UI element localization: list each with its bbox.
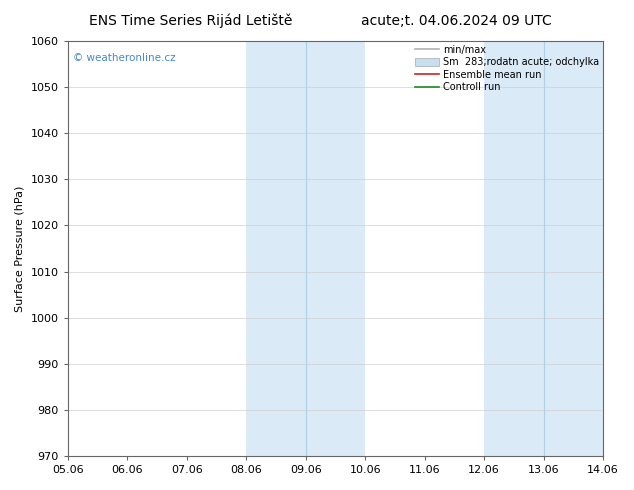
- Text: ENS Time Series Rijád Letiště: ENS Time Series Rijád Letiště: [89, 14, 292, 28]
- Y-axis label: Surface Pressure (hPa): Surface Pressure (hPa): [15, 185, 25, 312]
- Bar: [484, 41, 603, 456]
- Legend: min/max, Sm  283;rodatn acute; odchylka, Ensemble mean run, Controll run: min/max, Sm 283;rodatn acute; odchylka, …: [413, 43, 601, 94]
- Bar: [246, 41, 365, 456]
- Text: acute;t. 04.06.2024 09 UTC: acute;t. 04.06.2024 09 UTC: [361, 14, 552, 28]
- Text: © weatheronline.cz: © weatheronline.cz: [73, 53, 176, 64]
